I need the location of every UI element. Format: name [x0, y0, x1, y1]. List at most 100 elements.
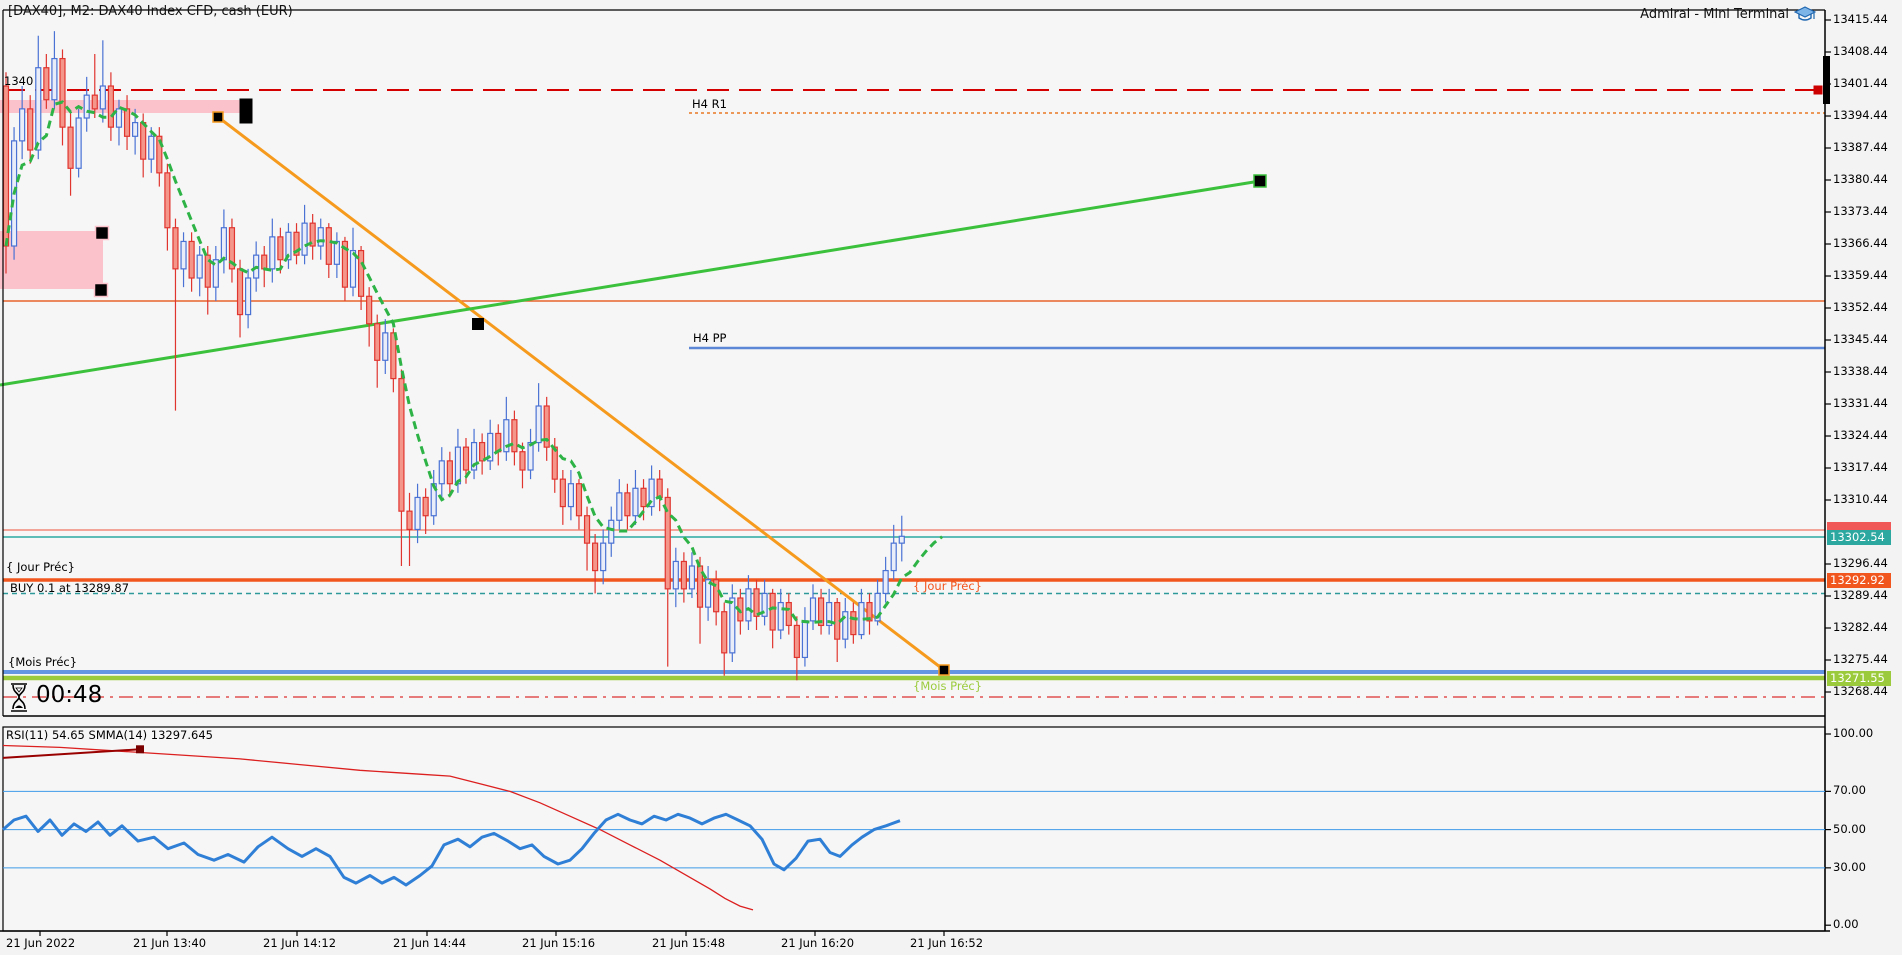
candle-body	[236, 268, 244, 316]
candle-body	[721, 611, 728, 654]
candle-body	[898, 535, 905, 544]
candle-body	[414, 496, 421, 531]
moving-average-line	[4, 100, 944, 626]
candle-body	[261, 254, 268, 270]
price-tick-label: 13289.44	[1833, 588, 1888, 602]
symbol-header: [DAX40], M2: DAX40 Index CFD, cash (EUR)	[8, 4, 293, 19]
candle-body	[406, 510, 413, 531]
rsi-segment-square[interactable]	[136, 745, 144, 754]
hourglass-icon	[8, 682, 32, 713]
candle-body	[592, 542, 599, 572]
candle-body	[349, 249, 357, 288]
marker-square[interactable]	[239, 110, 253, 124]
candle-body	[785, 601, 792, 627]
marker-square[interactable]	[93, 282, 109, 298]
mini-terminal-button[interactable]: Admiral - Mini Terminal	[1640, 6, 1816, 23]
candle-body	[99, 85, 106, 110]
marker-square[interactable]	[1813, 85, 1823, 95]
candle-body	[75, 117, 82, 169]
h4-r1-label: H4 R1	[692, 97, 727, 111]
rsi-tick-label: 100.00	[1833, 726, 1874, 740]
candle-body	[874, 592, 881, 622]
candle-body	[341, 240, 349, 288]
price-tick-label: 13282.44	[1833, 620, 1888, 634]
candle-body	[527, 441, 534, 471]
candle-body	[454, 446, 462, 485]
candle-body	[850, 611, 857, 636]
price-tick-label: 13415.44	[1833, 12, 1888, 26]
mois-prec-left-label: {Mois Préc}	[8, 655, 78, 669]
candle-body	[390, 332, 397, 380]
candle-body	[616, 492, 623, 521]
bid-price-tag	[1827, 522, 1891, 531]
price-tick-label: 13268.44	[1833, 684, 1888, 698]
candle-body	[357, 249, 365, 297]
jour-prec-right-label: { Jour Préc}	[913, 579, 982, 593]
candle-body	[462, 446, 470, 471]
descending-trendline[interactable]	[217, 115, 945, 672]
candle-body	[866, 601, 873, 622]
price-tick-label: 13387.44	[1833, 140, 1888, 154]
candle-body	[801, 620, 809, 659]
marker-square[interactable]	[94, 225, 110, 241]
marker-square[interactable]	[1253, 174, 1267, 188]
candle-body	[277, 236, 284, 261]
candle-body	[583, 515, 591, 544]
timer-text: 00:48	[36, 682, 103, 708]
marker-square[interactable]	[938, 664, 950, 676]
rsi-title: RSI(11) 54.65 SMMA(14) 13297.645	[6, 728, 213, 742]
candle-body	[745, 588, 752, 622]
candle-body	[366, 295, 373, 325]
graduation-cap-icon[interactable]	[1794, 6, 1816, 23]
candle-body	[672, 560, 679, 590]
jour-prec-left-label: { Jour Préc}	[6, 560, 75, 574]
candle-body	[51, 57, 58, 101]
candle-body	[704, 579, 712, 608]
price-tag: 13302.54	[1827, 530, 1891, 545]
price-tick-label: 13331.44	[1833, 396, 1888, 410]
buy-order-label[interactable]: BUY 0.1 at 13289.87	[10, 581, 130, 595]
candle-body	[333, 240, 340, 265]
candle-body	[212, 259, 219, 288]
candle-body	[91, 94, 98, 110]
marker-square[interactable]	[212, 111, 224, 123]
candle-body	[680, 560, 687, 590]
candle-body	[567, 483, 575, 508]
candle-body	[777, 601, 784, 631]
candle-body	[140, 121, 147, 160]
time-tick-label: 21 Jun 13:40	[133, 936, 207, 950]
candle-body	[204, 254, 211, 288]
candle-body	[156, 135, 163, 174]
candle-body	[890, 542, 897, 572]
candle-body	[664, 496, 671, 590]
candle-body	[809, 597, 817, 622]
candle-body	[624, 492, 631, 517]
candle-body	[438, 460, 445, 485]
candle-body	[535, 405, 542, 444]
marker-square[interactable]	[239, 98, 253, 112]
candle-body	[511, 419, 518, 453]
candle-body	[317, 227, 324, 247]
candle-body	[27, 108, 34, 151]
candle-body	[446, 460, 453, 485]
candle-body	[325, 227, 332, 265]
price-tick-label: 13310.44	[1833, 492, 1888, 506]
candle-body	[245, 277, 252, 316]
ascending-trendline[interactable]	[0, 179, 1261, 387]
marker-square[interactable]	[472, 318, 484, 330]
partial-price-label: 1340	[4, 74, 34, 88]
candle-body	[632, 487, 639, 517]
candle-body	[148, 135, 155, 160]
rsi-trend-segment[interactable]	[2, 748, 141, 759]
candle-body	[374, 323, 381, 361]
candle-body	[551, 446, 558, 480]
candle-body	[842, 611, 849, 640]
candle-body	[269, 236, 276, 270]
candle-body	[761, 592, 768, 617]
mois-prec-right-label: {Mois Préc}	[913, 679, 983, 693]
mini-terminal-label: Admiral - Mini Terminal	[1640, 7, 1789, 22]
candle-body	[285, 231, 292, 261]
candle-body	[559, 478, 566, 508]
